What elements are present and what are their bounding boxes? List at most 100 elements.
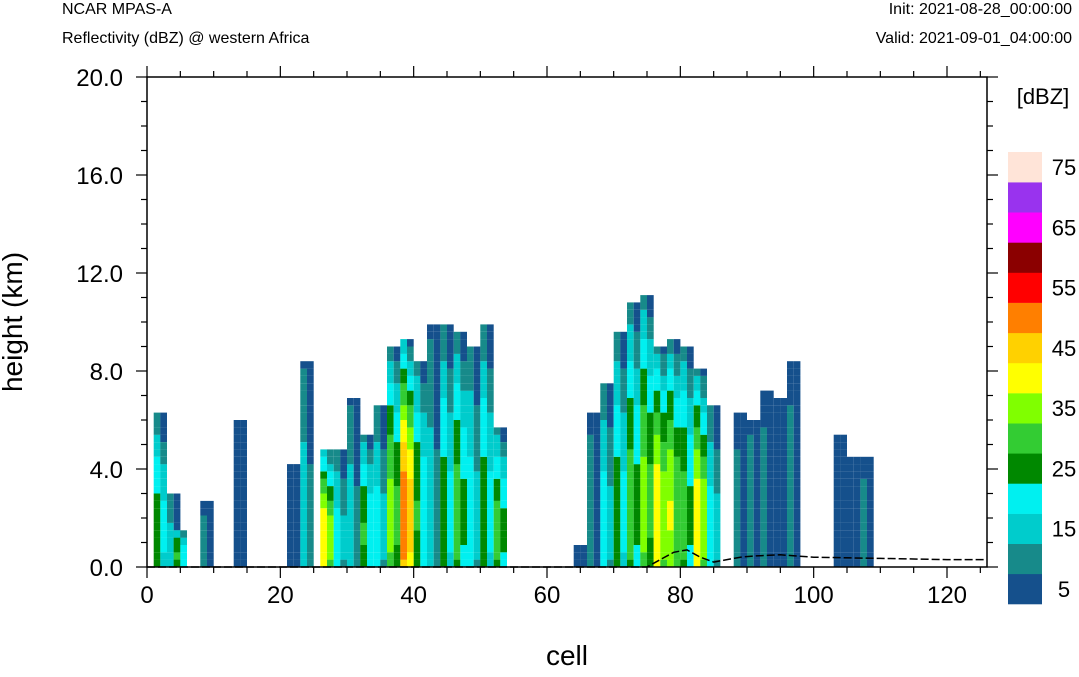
reflectivity-cell [793, 361, 801, 369]
reflectivity-cell [433, 456, 441, 465]
reflectivity-cell [413, 398, 421, 406]
reflectivity-cell [387, 427, 394, 435]
colorbar-swatch [1008, 302, 1042, 334]
colorbar-swatch [1008, 573, 1042, 605]
reflectivity-cell [647, 317, 654, 325]
reflectivity-cell [733, 478, 741, 487]
reflectivity-cell [333, 493, 341, 501]
reflectivity-cell [407, 434, 414, 442]
reflectivity-cell [753, 500, 761, 509]
reflectivity-cell [447, 471, 454, 479]
reflectivity-cell [473, 478, 481, 487]
reflectivity-cell [693, 500, 701, 509]
reflectivity-cell [633, 449, 641, 457]
reflectivity-cell [840, 434, 847, 442]
reflectivity-cell [587, 559, 594, 567]
reflectivity-cell [680, 559, 687, 567]
reflectivity-cell [413, 464, 421, 472]
reflectivity-cell [760, 500, 767, 509]
reflectivity-cell [427, 420, 434, 428]
reflectivity-cell [747, 530, 754, 538]
reflectivity-cell [307, 375, 314, 384]
reflectivity-cell [700, 449, 707, 457]
reflectivity-cell [700, 478, 707, 487]
reflectivity-cell [487, 442, 494, 450]
reflectivity-cell [620, 434, 627, 442]
reflectivity-cell [380, 552, 387, 560]
reflectivity-cell [667, 398, 674, 406]
reflectivity-cell [433, 449, 441, 457]
reflectivity-cell [600, 434, 607, 442]
reflectivity-cell [733, 464, 741, 472]
reflectivity-cell [620, 398, 627, 406]
reflectivity-cell [200, 522, 207, 531]
reflectivity-cell [307, 493, 314, 501]
reflectivity-cell [400, 368, 407, 376]
reflectivity-cell [340, 464, 347, 472]
reflectivity-cell [647, 493, 654, 501]
reflectivity-cell [767, 478, 774, 487]
reflectivity-cell [667, 486, 674, 494]
reflectivity-cell [300, 442, 307, 450]
reflectivity-cell [780, 530, 787, 538]
reflectivity-cell [373, 405, 381, 413]
reflectivity-cell [653, 508, 661, 516]
reflectivity-cell [573, 545, 581, 553]
reflectivity-cell [687, 434, 694, 442]
reflectivity-cell [407, 368, 414, 376]
reflectivity-cell [680, 522, 687, 531]
reflectivity-cell [453, 478, 461, 487]
reflectivity-cell [733, 442, 741, 450]
reflectivity-cell [380, 545, 387, 553]
reflectivity-cell [680, 420, 687, 428]
reflectivity-cell [353, 500, 361, 509]
reflectivity-cell [300, 420, 307, 428]
reflectivity-cell [240, 552, 247, 560]
reflectivity-cell [607, 552, 614, 560]
reflectivity-cell [733, 522, 741, 531]
colorbar-swatch [1008, 242, 1042, 273]
reflectivity-cell [620, 383, 627, 391]
reflectivity-cell [460, 368, 467, 376]
reflectivity-cell [153, 545, 161, 553]
reflectivity-cell [387, 434, 394, 442]
reflectivity-cell [647, 309, 654, 318]
reflectivity-cell [587, 464, 594, 472]
reflectivity-cell [300, 537, 307, 545]
reflectivity-cell [367, 449, 374, 457]
reflectivity-cell [647, 471, 654, 479]
reflectivity-cell [373, 427, 381, 435]
reflectivity-cell [653, 434, 661, 442]
reflectivity-cell [773, 508, 781, 516]
reflectivity-cell [500, 449, 507, 457]
reflectivity-cell [687, 478, 694, 487]
reflectivity-cell [633, 442, 641, 450]
reflectivity-cell [787, 375, 794, 384]
reflectivity-cell [867, 493, 874, 501]
reflectivity-cell [200, 515, 207, 523]
reflectivity-cell [647, 390, 654, 398]
reflectivity-cell [500, 537, 507, 545]
reflectivity-cell [453, 530, 461, 538]
reflectivity-cell [667, 361, 674, 369]
reflectivity-cell [153, 471, 161, 479]
reflectivity-cell [473, 353, 481, 362]
reflectivity-cell [700, 398, 707, 406]
reflectivity-cell [633, 427, 641, 435]
reflectivity-cell [480, 471, 487, 479]
reflectivity-cell [360, 486, 367, 494]
reflectivity-cell [867, 464, 874, 472]
reflectivity-cell [160, 464, 167, 472]
reflectivity-cell [327, 545, 334, 553]
reflectivity-cell [393, 442, 401, 450]
reflectivity-cell [433, 442, 441, 450]
reflectivity-cell [833, 456, 841, 465]
reflectivity-cell [427, 552, 434, 560]
reflectivity-cell [447, 383, 454, 391]
colorbar-swatch [1008, 152, 1042, 183]
reflectivity-cell [387, 500, 394, 509]
reflectivity-cell [780, 522, 787, 531]
reflectivity-cell [367, 530, 374, 538]
reflectivity-cell [167, 559, 174, 567]
reflectivity-cell [467, 427, 474, 435]
